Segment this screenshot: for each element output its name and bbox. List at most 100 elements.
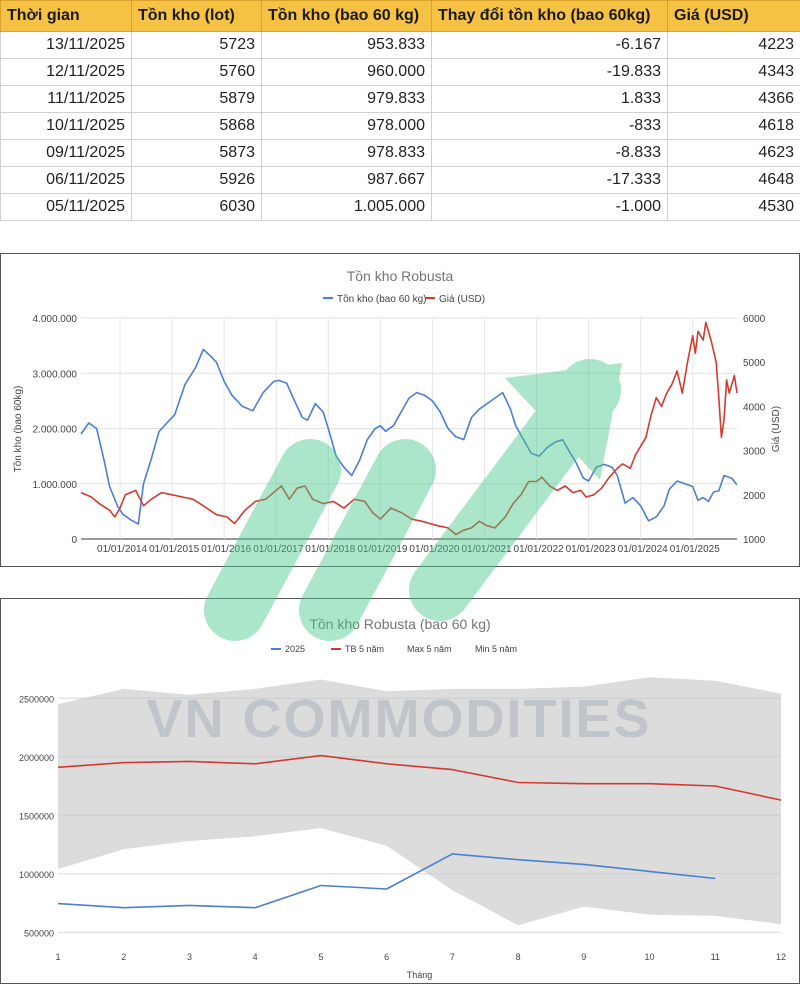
x-tick-label: 9	[581, 952, 586, 962]
header-stock-change: Thay đổi tồn kho (bao 60kg)	[432, 1, 668, 32]
x-tick-label: 8	[516, 952, 521, 962]
cell-time: 10/11/2025	[1, 113, 132, 140]
x-tick-label: 1	[55, 952, 60, 962]
cell-stock-bags: 987.667	[262, 167, 432, 194]
chart-title: Tồn kho Robusta	[347, 268, 454, 284]
x-tick-label: 3	[187, 952, 192, 962]
robusta-seasonal-chart: Tồn kho Robusta (bao 60 kg) 500000 1000000…	[0, 598, 800, 984]
cell-stock-lot: 5760	[132, 59, 262, 86]
cell-stock-change: -19.833	[432, 59, 668, 86]
cell-stock-change: -6.167	[432, 32, 668, 59]
cell-time: 13/11/2025	[1, 32, 132, 59]
y-tick-label: 1000000	[19, 870, 54, 880]
x-tick-label: 01/01/2025	[670, 544, 720, 555]
table-header-row: Thời gian Tồn kho (lot) Tồn kho (bao 60 …	[1, 1, 800, 32]
x-tick-label: 01/01/2014	[97, 544, 147, 555]
cell-time: 09/11/2025	[1, 140, 132, 167]
legend-label: Min 5 năm	[475, 644, 517, 654]
cell-price: 4648	[668, 167, 800, 194]
y2-tick-label: 4000	[743, 402, 766, 413]
cell-price: 4343	[668, 59, 800, 86]
cell-stock-change: -833	[432, 113, 668, 140]
header-time: Thời gian	[1, 1, 132, 32]
header-price: Giá (USD)	[668, 1, 800, 32]
robusta-stock-price-svg: Tồn kho Robusta Tồn kho (bao 60 kg) Giá (U…	[1, 254, 799, 566]
y2-tick-label: 3000	[743, 447, 766, 458]
y-tick-label: 2000000	[19, 753, 54, 763]
y2-tick-label: 2000	[743, 491, 766, 502]
cell-time: 05/11/2025	[1, 194, 132, 221]
cell-stock-bags: 960.000	[262, 59, 432, 86]
y-axis-title: Tồn kho (bao 60kg)	[12, 386, 24, 473]
legend-label: TB 5 năm	[345, 644, 384, 654]
stock-table: Thời gian Tồn kho (lot) Tồn kho (bao 60 …	[0, 0, 800, 221]
legend-label-price: Giá (USD)	[439, 294, 485, 305]
x-tick-label: 01/01/2022	[514, 544, 564, 555]
cell-stock-bags: 953.833	[262, 32, 432, 59]
x-tick-label: 01/01/2017	[253, 544, 303, 555]
x-tick-label: 01/01/2020	[409, 544, 459, 555]
y2-tick-label: 5000	[743, 358, 766, 369]
x-tick-label: 01/01/2021	[461, 544, 511, 555]
cell-stock-lot: 5926	[132, 167, 262, 194]
cell-stock-bags: 1.005.000	[262, 194, 432, 221]
y-tick-label: 1500000	[19, 811, 54, 821]
cell-stock-change: -17.333	[432, 167, 668, 194]
robusta-stock-price-chart: Tồn kho Robusta Tồn kho (bao 60 kg) Giá (U…	[0, 253, 800, 567]
x-tick-label: 01/01/2016	[201, 544, 251, 555]
cell-stock-bags: 979.833	[262, 86, 432, 113]
header-stock-bags: Tồn kho (bao 60 kg)	[262, 1, 432, 32]
cell-price: 4530	[668, 194, 800, 221]
y2-axis-title: Giá (USD)	[771, 406, 782, 452]
cell-stock-lot: 6030	[132, 194, 262, 221]
cell-price: 4366	[668, 86, 800, 113]
cell-stock-change: -1.000	[432, 194, 668, 221]
cell-stock-lot: 5873	[132, 140, 262, 167]
y-tick-label: 2500000	[19, 694, 54, 704]
cell-stock-lot: 5723	[132, 32, 262, 59]
x-tick-label: 7	[450, 952, 455, 962]
y2-tick-label: 6000	[743, 314, 766, 325]
x-tick-label: 4	[253, 952, 258, 962]
cell-time: 06/11/2025	[1, 167, 132, 194]
x-tick-label: 01/01/2015	[149, 544, 199, 555]
cell-stock-bags: 978.000	[262, 113, 432, 140]
cell-price: 4618	[668, 113, 800, 140]
series-line-stock	[81, 350, 737, 525]
cell-stock-change: -8.833	[432, 140, 668, 167]
legend-label: 2025	[285, 644, 305, 654]
x-tick-label: 01/01/2024	[618, 544, 668, 555]
cell-time: 12/11/2025	[1, 59, 132, 86]
x-tick-label: 10	[645, 952, 655, 962]
cell-price: 4223	[668, 32, 800, 59]
cell-price: 4623	[668, 140, 800, 167]
x-tick-label: 12	[776, 952, 786, 962]
y-tick-label: 0	[71, 535, 77, 546]
y-tick-label: 500000	[24, 928, 54, 938]
cell-stock-change: 1.833	[432, 86, 668, 113]
x-tick-label: 2	[121, 952, 126, 962]
chart-title: Tồn kho Robusta (bao 60 kg)	[309, 616, 490, 632]
cell-stock-bags: 978.833	[262, 140, 432, 167]
y-tick-label: 3.000.000	[33, 369, 78, 380]
y-tick-label: 2.000.000	[33, 425, 78, 436]
x-tick-label: 01/01/2023	[566, 544, 616, 555]
x-tick-label: 01/01/2019	[357, 544, 407, 555]
x-tick-label: 5	[318, 952, 323, 962]
x-tick-label: 6	[384, 952, 389, 962]
y-tick-label: 1.000.000	[33, 480, 78, 491]
robusta-seasonal-svg: Tồn kho Robusta (bao 60 kg) 500000 1000000…	[1, 599, 799, 983]
x-tick-label: 01/01/2018	[305, 544, 355, 555]
y2-tick-label: 1000	[743, 535, 766, 546]
legend-label: Max 5 năm	[407, 644, 452, 654]
legend-label-stock: Tồn kho (bao 60 kg)	[337, 293, 427, 305]
x-tick-label: 11	[711, 952, 720, 962]
cell-time: 11/11/2025	[1, 86, 132, 113]
